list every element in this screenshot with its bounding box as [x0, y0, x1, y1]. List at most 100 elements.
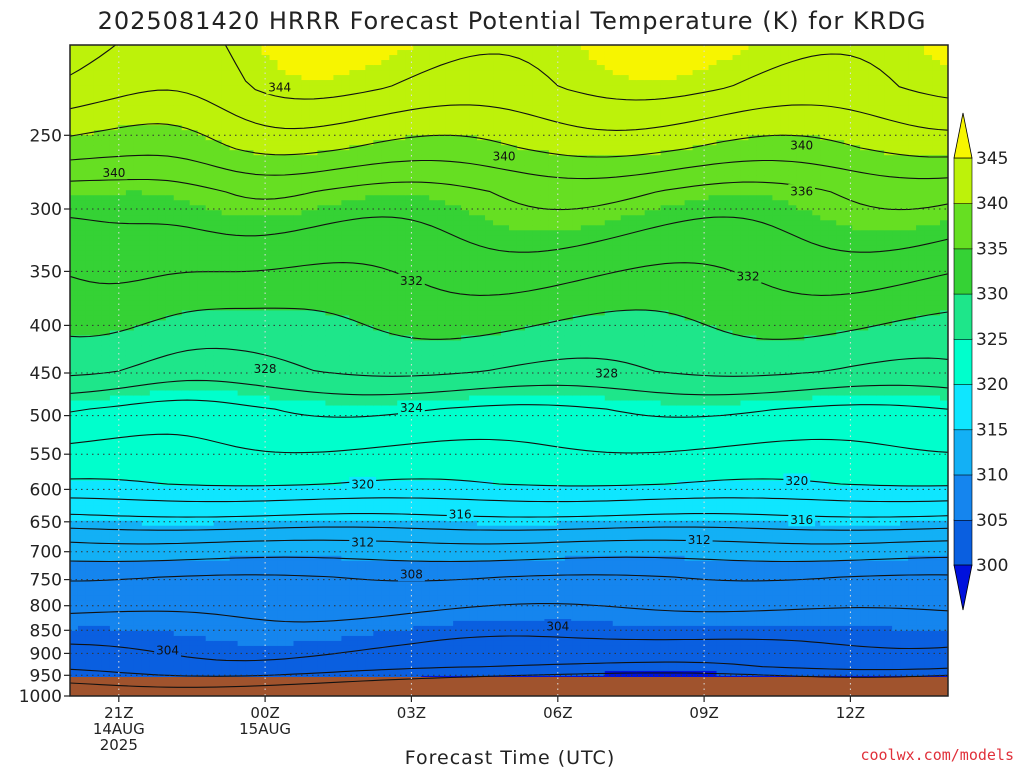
color-band-cell [85, 280, 95, 286]
color-band-cell [293, 590, 303, 597]
color-band-cell [109, 340, 119, 347]
color-band-cell [309, 185, 319, 191]
color-band-cell [165, 515, 175, 522]
color-band-cell [333, 105, 342, 111]
color-band-cell [221, 350, 231, 357]
color-band-cell [133, 375, 143, 382]
color-band-cell [213, 100, 223, 106]
color-band-cell [125, 515, 135, 522]
color-band-cell [197, 350, 207, 357]
color-band-cell [333, 455, 342, 462]
color-band-cell [173, 160, 183, 166]
color-band-cell [101, 120, 111, 126]
color-band-cell [205, 585, 215, 592]
color-band-cell [221, 375, 231, 382]
color-band-cell [77, 560, 87, 567]
color-band-cell [237, 475, 247, 482]
color-band-cell [141, 395, 151, 402]
color-band-cell [253, 485, 263, 492]
color-band-cell [325, 625, 334, 632]
color-band-cell [189, 250, 199, 256]
color-band-cell [277, 290, 287, 296]
color-band-cell [261, 445, 271, 452]
color-band-cell [101, 415, 111, 422]
color-band-cell [253, 280, 263, 286]
color-band-cell [245, 60, 255, 66]
color-band-cell [141, 425, 151, 432]
color-band-cell [125, 535, 135, 542]
color-band-cell [261, 200, 271, 206]
color-band-cell [133, 365, 143, 372]
color-band-cell [349, 365, 358, 372]
color-band-cell [157, 45, 167, 51]
color-band-cell [181, 50, 191, 56]
color-band-cell [317, 285, 327, 291]
color-band-cell [85, 425, 95, 432]
color-band-cell [285, 130, 295, 136]
color-band-cell [205, 95, 215, 101]
color-band-cell [229, 335, 239, 342]
color-band-cell [205, 620, 215, 627]
color-band-cell [277, 115, 287, 121]
color-band-cell [245, 230, 255, 236]
color-band-cell [333, 95, 342, 101]
color-band-cell [109, 335, 119, 342]
color-band-cell [173, 105, 183, 111]
color-band-cell [269, 635, 279, 642]
color-band-cell [141, 375, 151, 382]
color-band-cell [117, 325, 127, 332]
color-band-cell [213, 355, 223, 362]
color-band-cell [333, 50, 342, 56]
color-band-cell [173, 490, 183, 497]
color-band-cell [261, 485, 271, 492]
color-band-cell [157, 485, 167, 492]
color-band-cell [101, 625, 111, 632]
color-band-cell [221, 240, 231, 246]
color-band-cell [357, 525, 366, 532]
color-band-cell [301, 130, 311, 136]
color-band-cell [197, 165, 207, 171]
color-band-cell [341, 550, 350, 557]
color-band-cell [117, 150, 127, 156]
color-band-cell [349, 195, 358, 201]
color-band-cell [293, 45, 303, 51]
color-band-cell [229, 470, 239, 477]
color-band-cell [117, 420, 127, 427]
color-band-cell [93, 490, 103, 497]
color-band-cell [245, 300, 255, 306]
color-band-cell [357, 670, 366, 677]
color-band-cell [189, 515, 199, 522]
color-band-cell [325, 250, 334, 256]
color-band-cell [77, 500, 87, 507]
color-band-cell [365, 185, 374, 191]
color-band-cell [205, 195, 215, 201]
color-band-cell [285, 610, 295, 617]
color-band-cell [213, 530, 223, 537]
color-band-cell [205, 205, 215, 211]
color-band-cell [301, 310, 311, 317]
color-band-cell [269, 545, 279, 552]
color-band-cell [293, 650, 303, 657]
color-band-cell [293, 115, 303, 121]
color-band-cell [189, 55, 199, 61]
color-band-cell [125, 85, 135, 91]
color-band-cell [261, 590, 271, 597]
color-band-cell [333, 475, 342, 482]
color-band-cell [301, 660, 311, 667]
color-band-cell [293, 665, 303, 672]
color-band-cell [269, 405, 279, 412]
color-band-cell [109, 75, 119, 81]
color-band-cell [285, 590, 295, 597]
color-band-cell [181, 145, 191, 151]
color-band-cell [149, 65, 159, 71]
color-band-cell [341, 305, 350, 312]
color-band-cell [269, 120, 279, 126]
color-band-cell [157, 585, 167, 592]
color-band-cell [77, 110, 87, 116]
color-band-cell [101, 140, 111, 146]
color-band-cell [213, 170, 223, 176]
color-band-cell [205, 630, 215, 637]
color-band-cell [165, 520, 175, 527]
color-band-cell [277, 95, 287, 101]
color-band-cell [141, 605, 151, 612]
